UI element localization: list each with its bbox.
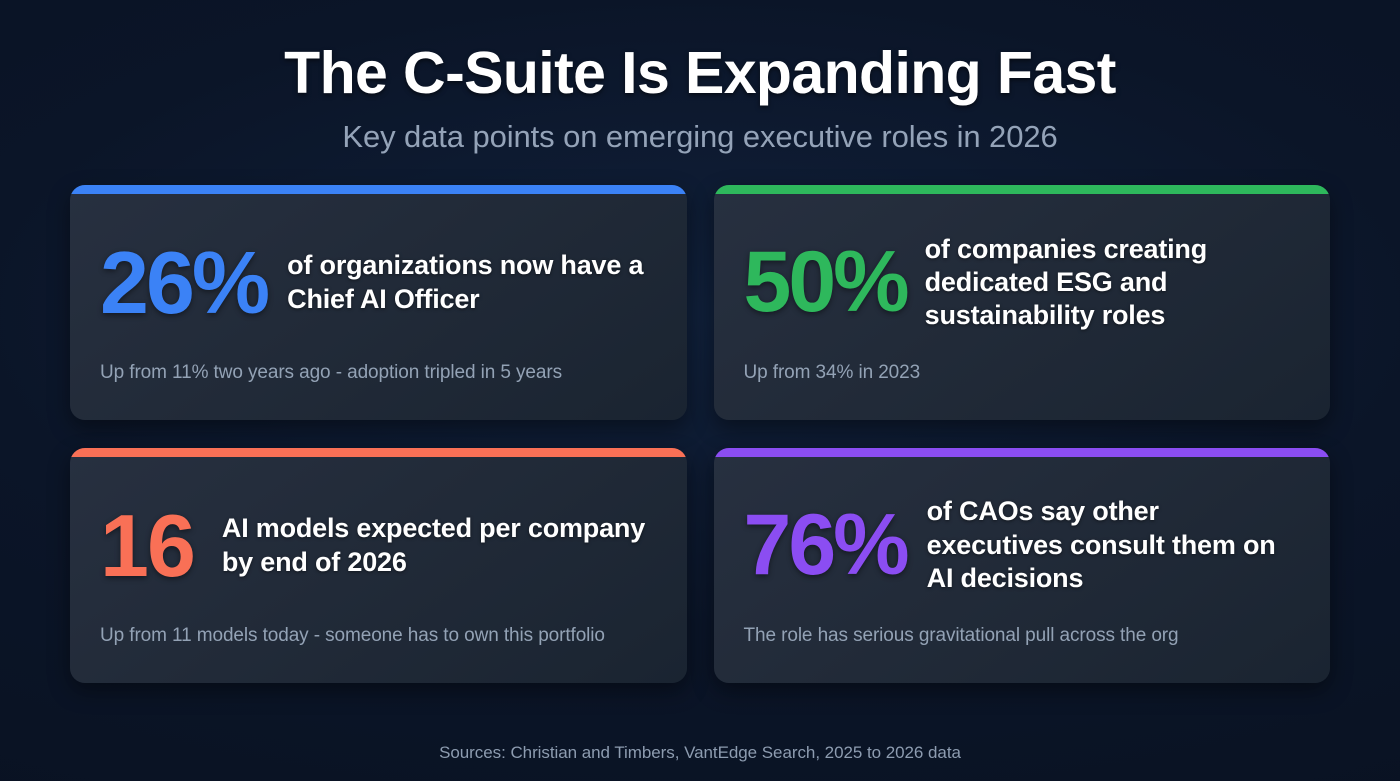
page-subtitle: Key data points on emerging executive ro… [342,118,1058,154]
card-body: 50% of companies creating dedicated ESG … [744,185,1303,361]
stat-label: of CAOs say other executives consult the… [926,496,1276,594]
card-body: 26% of organizations now have a Chief AI… [100,185,659,361]
stat-label: of companies creating dedicated ESG and … [924,234,1208,330]
stat-value: 50% [743,233,910,330]
card-accent-bar [713,448,1330,458]
card-note: The role has serious gravitational pull … [743,624,1179,646]
stat-label: AI models expected per company by end of… [221,513,646,577]
stat-value: 76% [743,496,910,593]
card-accent-bar [70,185,687,195]
card-body: 76% of CAOs say other executives consult… [744,448,1303,624]
page-title: The C-Suite Is Expanding Fast [284,40,1116,106]
card-note: Up from 11 models today - someone has to… [100,624,605,646]
stat-card-cao-influence: 76% of CAOs say other executives consult… [713,448,1330,684]
card-note: Up from 11% two years ago - adoption tri… [100,361,562,383]
card-accent-bar [713,185,1330,195]
header: The C-Suite Is Expanding Fast Key data p… [70,40,1330,154]
card-body: 16 AI models expected per company by end… [100,448,659,624]
card-accent-bar [70,448,687,458]
stat-card-grid: 26% of organizations now have a Chief AI… [70,185,1330,684]
stat-card-esg-sustainability-roles: 50% of companies creating dedicated ESG … [713,185,1330,421]
stat-value: 16 [100,495,196,595]
card-note: Up from 34% in 2023 [743,361,921,383]
stat-value: 26% [100,232,270,332]
stat-card-ai-models-per-company: 16 AI models expected per company by end… [70,448,687,684]
stat-card-chief-ai-officer: 26% of organizations now have a Chief AI… [70,185,687,421]
stat-label: of organizations now have a Chief AI Off… [287,250,644,314]
sources-footer: Sources: Christian and Timbers, VantEdge… [439,743,961,762]
